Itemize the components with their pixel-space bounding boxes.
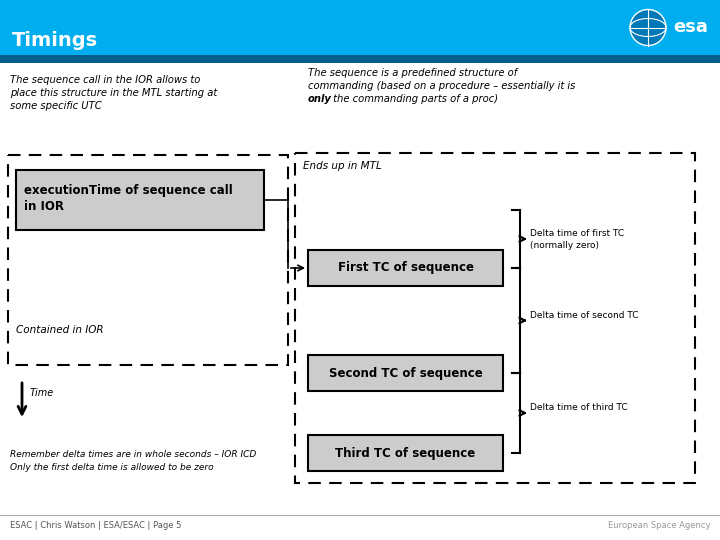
Text: The sequence is a predefined structure of: The sequence is a predefined structure o… xyxy=(308,68,517,78)
Text: First TC of sequence: First TC of sequence xyxy=(338,261,474,274)
Text: European Space Agency: European Space Agency xyxy=(608,521,710,530)
Text: executionTime of sequence call: executionTime of sequence call xyxy=(24,184,233,197)
Bar xyxy=(16,170,264,230)
Bar xyxy=(308,435,503,471)
Text: some specific UTC: some specific UTC xyxy=(10,101,102,111)
Text: the commanding parts of a proc): the commanding parts of a proc) xyxy=(330,94,498,104)
Text: esa: esa xyxy=(673,18,708,37)
Bar xyxy=(0,0,720,55)
Text: Timings: Timings xyxy=(12,31,98,51)
Bar xyxy=(295,153,695,483)
Text: Time: Time xyxy=(30,388,54,398)
Text: place this structure in the MTL starting at: place this structure in the MTL starting… xyxy=(10,88,217,98)
Text: Contained in IOR: Contained in IOR xyxy=(16,325,104,335)
Bar xyxy=(308,355,503,391)
Text: The sequence call in the IOR allows to: The sequence call in the IOR allows to xyxy=(10,75,200,85)
Text: commanding (based on a procedure – essentially it is: commanding (based on a procedure – essen… xyxy=(308,81,575,91)
Text: only: only xyxy=(308,94,332,104)
Text: ESAC | Chris Watson | ESA/ESAC | Page 5: ESAC | Chris Watson | ESA/ESAC | Page 5 xyxy=(10,521,181,530)
Text: Remember delta times are in whole seconds – IOR ICD: Remember delta times are in whole second… xyxy=(10,450,256,459)
Bar xyxy=(8,155,288,365)
Bar xyxy=(308,250,503,286)
Bar xyxy=(0,55,720,63)
Text: (normally zero): (normally zero) xyxy=(530,241,599,250)
Text: Delta time of second TC: Delta time of second TC xyxy=(530,311,639,320)
Text: Delta time of first TC: Delta time of first TC xyxy=(530,229,624,238)
Text: Ends up in MTL: Ends up in MTL xyxy=(303,161,382,171)
Text: in IOR: in IOR xyxy=(24,200,64,213)
Text: Third TC of sequence: Third TC of sequence xyxy=(336,447,476,460)
Circle shape xyxy=(630,10,666,45)
Text: Delta time of third TC: Delta time of third TC xyxy=(530,403,628,413)
Text: Only the first delta time is allowed to be zero: Only the first delta time is allowed to … xyxy=(10,463,214,472)
Text: Second TC of sequence: Second TC of sequence xyxy=(328,367,482,380)
